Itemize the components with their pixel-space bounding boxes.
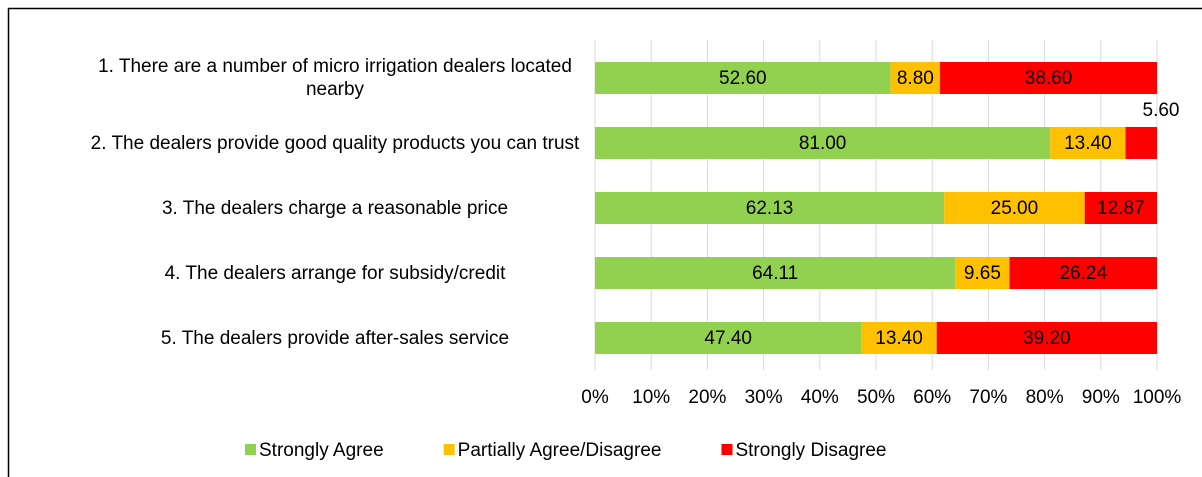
data-label: 38.60 <box>1025 68 1073 89</box>
category-label: 5. The dealers provide after-sales servi… <box>160 327 510 349</box>
data-label: 13.40 <box>1064 133 1112 154</box>
data-label: 52.60 <box>719 68 767 89</box>
category-label: 4. The dealers arrange for subsidy/credi… <box>164 262 506 284</box>
x-tick-label: 30% <box>745 387 783 408</box>
category-label-wrap: 2. The dealers provide good quality prod… <box>75 113 585 173</box>
x-tick-label: 10% <box>632 387 670 408</box>
x-tick-label: 70% <box>969 387 1007 408</box>
x-tick-label: 100% <box>1133 387 1182 408</box>
bar-segment <box>595 62 891 94</box>
data-label: 81.00 <box>799 133 847 154</box>
category-label-wrap: 5. The dealers provide after-sales servi… <box>75 308 585 368</box>
category-label: 2. The dealers provide good quality prod… <box>90 132 580 154</box>
data-label: 8.80 <box>897 68 934 89</box>
data-label: 39.20 <box>1023 328 1071 349</box>
bar-segment <box>595 257 956 289</box>
x-tick-label: 90% <box>1082 387 1120 408</box>
category-label-wrap: 1. There are a number of micro irrigatio… <box>75 48 585 108</box>
data-label: 9.65 <box>964 263 1001 284</box>
bar-segment <box>1084 192 1157 224</box>
x-tick-label: 40% <box>801 387 839 408</box>
category-label-wrap: 3. The dealers charge a reasonable price <box>75 178 585 238</box>
legend-swatch <box>721 444 733 455</box>
category-label: 3. The dealers charge a reasonable price <box>161 197 509 219</box>
bar-segment <box>940 62 1157 94</box>
legend-label: Strongly Agree <box>259 440 384 461</box>
category-label-wrap: 4. The dealers arrange for subsidy/credi… <box>75 243 585 303</box>
bar-segment <box>955 257 1010 289</box>
bar-segment <box>1009 257 1157 289</box>
data-label: 5.60 <box>1143 100 1180 121</box>
legend-swatch <box>245 444 256 455</box>
legend-label: Strongly Disagree <box>735 440 886 461</box>
data-label: 25.00 <box>991 198 1039 219</box>
bar-segment <box>890 62 941 94</box>
data-label: 12.87 <box>1097 198 1145 219</box>
data-label: 62.13 <box>746 198 794 219</box>
bar-segment <box>595 127 1051 159</box>
x-tick-label: 60% <box>913 387 951 408</box>
data-label: 26.24 <box>1059 263 1107 284</box>
category-label-box: 5. The dealers provide after-sales servi… <box>75 308 585 368</box>
x-tick-label: 0% <box>581 387 609 408</box>
bar-segment <box>1050 127 1126 159</box>
legend-label: Partially Agree/Disagree <box>458 440 662 461</box>
data-label: 64.11 <box>752 263 798 284</box>
x-tick-label: 80% <box>1026 387 1064 408</box>
legend-swatch <box>443 444 455 455</box>
bar-segment <box>861 322 937 354</box>
category-label-box: 4. The dealers arrange for subsidy/credi… <box>75 243 585 303</box>
category-label-box: 1. There are a number of micro irrigatio… <box>75 48 585 108</box>
bar-segment <box>595 322 862 354</box>
data-label: 13.40 <box>875 328 923 349</box>
bar-segment <box>944 192 1085 224</box>
x-tick-label: 50% <box>857 387 895 408</box>
category-label-box: 2. The dealers provide good quality prod… <box>75 113 585 173</box>
category-label-box: 3. The dealers charge a reasonable price <box>75 178 585 238</box>
bar-segment <box>1125 127 1157 159</box>
bar-segment <box>936 322 1157 354</box>
x-tick-label: 20% <box>688 387 726 408</box>
bar-segment <box>595 192 945 224</box>
frame <box>7 7 1202 477</box>
data-label: 47.40 <box>704 328 752 349</box>
category-label: 1. There are a number of micro irrigatio… <box>98 56 572 100</box>
